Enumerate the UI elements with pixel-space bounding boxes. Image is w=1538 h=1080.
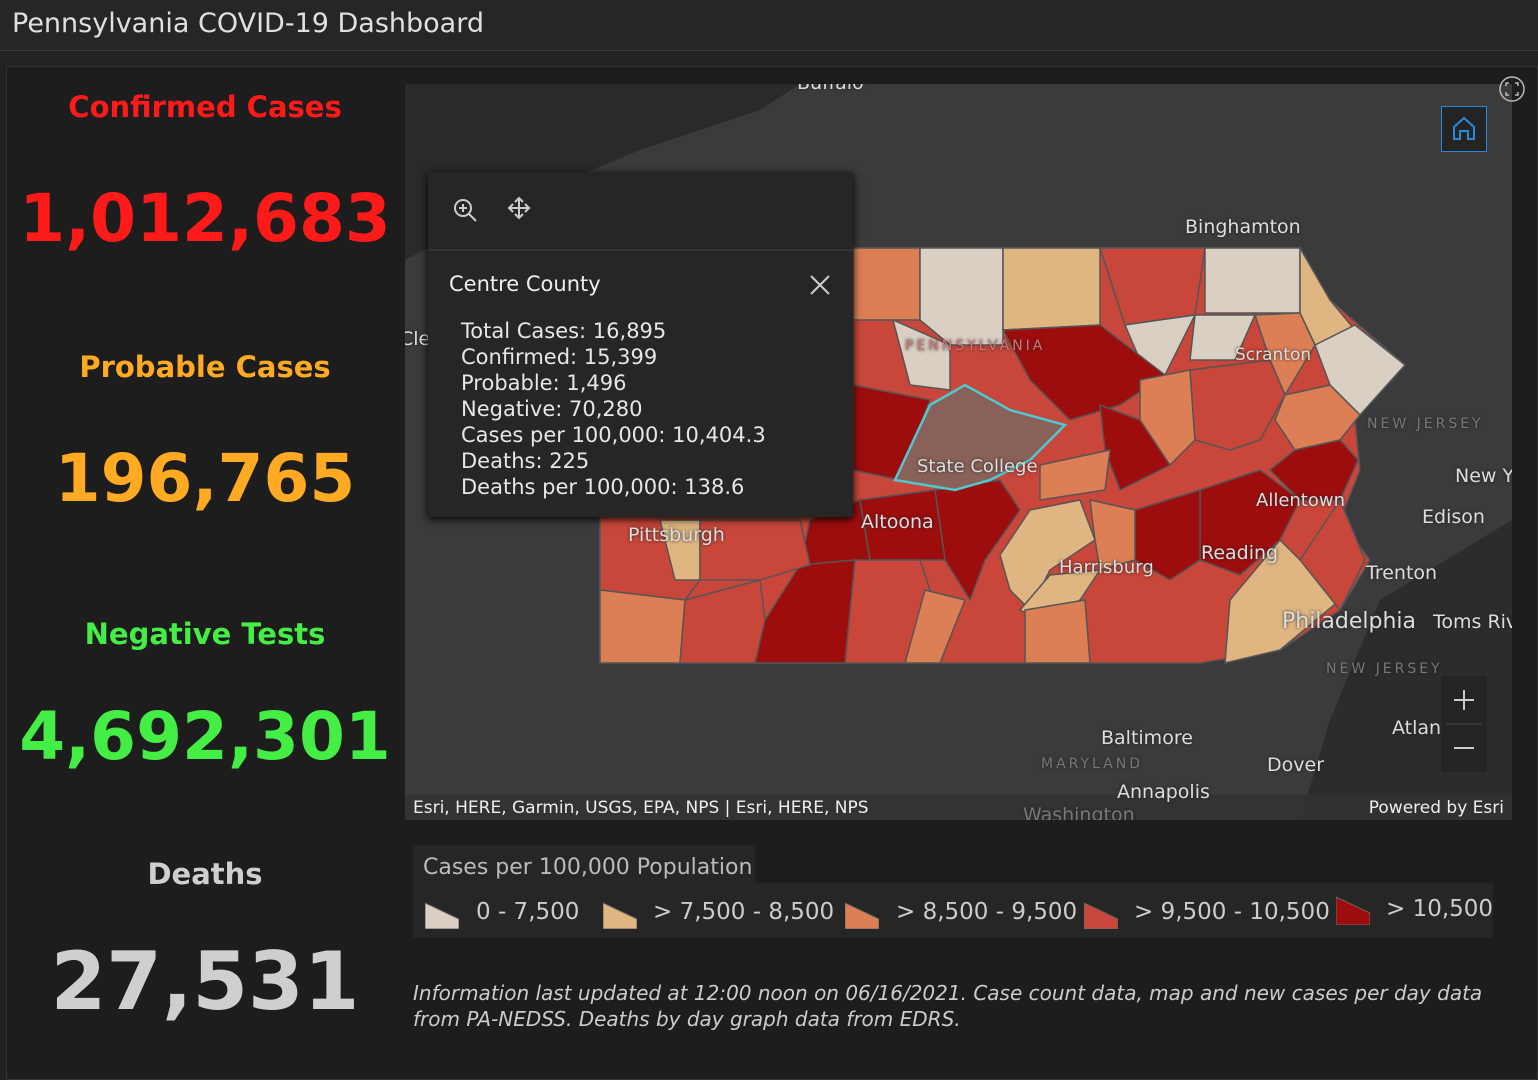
map-label: Buffalo — [797, 84, 864, 94]
map-label: Atlan — [1392, 717, 1442, 739]
home-button[interactable] — [1441, 106, 1487, 152]
map-label: Toms Riv — [1433, 611, 1512, 633]
stat-value: 1,012,683 — [19, 180, 391, 257]
stat-label: Negative Tests — [84, 617, 326, 651]
popup-line: Negative: 70,280 — [461, 397, 643, 421]
map-label: NEW JERSEY — [1367, 416, 1484, 432]
map-label: Philadelphia — [1282, 609, 1417, 634]
home-icon — [1453, 116, 1475, 140]
map-label: Baltimore — [1101, 727, 1193, 749]
legend-item: > 9,500 - 10,500 — [1134, 899, 1330, 925]
map-label: State College — [917, 456, 1038, 477]
attribution: Esri, HERE, Garmin, USGS, EPA, NPS | Esr… — [413, 798, 869, 818]
stat-value: 196,765 — [54, 440, 356, 517]
map-canvas — [405, 84, 1512, 820]
popup-line: Probable: 1,496 — [461, 371, 627, 395]
map-label: Scranton — [1235, 345, 1312, 365]
legend-swatch — [845, 902, 879, 929]
popup: Centre County Total Cases: 16,895 Confir… — [428, 172, 853, 517]
map-label: Dover — [1267, 754, 1324, 776]
popup-line: Cases per 100,000: 10,404.3 — [461, 423, 766, 447]
map-label: MARYLAND — [1041, 756, 1143, 772]
map-label: Pittsburgh — [628, 524, 725, 546]
map-label: Allentown — [1256, 490, 1345, 511]
map-label: Edison — [1422, 506, 1485, 528]
zoom-icons — [1446, 690, 1482, 749]
legend-swatch — [1336, 896, 1370, 925]
legend-item: > 10,500 — [1386, 896, 1494, 922]
popup-toolbar[interactable] — [428, 172, 853, 252]
legend: Cases per 100,000 Population — [405, 845, 1495, 940]
map-label: Harrisburg — [1059, 557, 1154, 578]
fullscreen-button[interactable] — [1497, 74, 1527, 104]
popup-title: Centre County — [449, 272, 601, 296]
map-label: Cle — [405, 328, 431, 350]
lake — [405, 84, 800, 260]
map-label: Annapolis — [1117, 781, 1210, 803]
stat-label: Confirmed Cases — [68, 90, 342, 124]
legend-swatch — [603, 902, 637, 929]
map-label: Trenton — [1366, 562, 1438, 584]
powered-by[interactable]: Powered by Esri — [1368, 798, 1504, 818]
stat-value: 27,531 — [50, 935, 360, 1028]
map-label: Reading — [1201, 542, 1279, 564]
stat-value: 4,692,301 — [19, 698, 391, 775]
legend-swatch — [425, 902, 459, 929]
legend-item: > 8,500 - 9,500 — [896, 899, 1078, 925]
map-label: NEW JERSEY — [1326, 661, 1443, 677]
popup-close[interactable] — [808, 273, 832, 297]
popup-line: Confirmed: 15,399 — [461, 345, 658, 369]
popup-line: Total Cases: 16,895 — [461, 319, 667, 343]
map-label: PENNSYLVANIA — [905, 338, 1046, 354]
stat-label: Probable Cases — [79, 350, 331, 384]
header-title: Pennsylvania COVID-19 Dashboard — [12, 8, 484, 39]
legend-title: Cases per 100,000 Population — [423, 855, 753, 880]
header: Pennsylvania COVID-19 Dashboard — [0, 0, 1538, 51]
map-label: Washington — [1023, 804, 1135, 820]
map-label: New Y — [1455, 465, 1512, 487]
map-label: Binghamton — [1185, 216, 1301, 238]
zoom-control — [1441, 676, 1487, 772]
attribution-bar — [405, 795, 1512, 820]
legend-item: > 7,500 - 8,500 — [653, 899, 835, 925]
footnote: Information last updated at 12:00 noon o… — [413, 981, 1483, 1031]
legend-swatch — [1084, 902, 1118, 929]
stat-label: Deaths — [147, 857, 263, 891]
map-label: Altoona — [861, 511, 934, 533]
popup-line: Deaths per 100,000: 138.6 — [461, 475, 745, 499]
legend-item: 0 - 7,500 — [476, 899, 580, 925]
counties — [599, 245, 1407, 664]
popup-line: Deaths: 225 — [461, 449, 590, 473]
